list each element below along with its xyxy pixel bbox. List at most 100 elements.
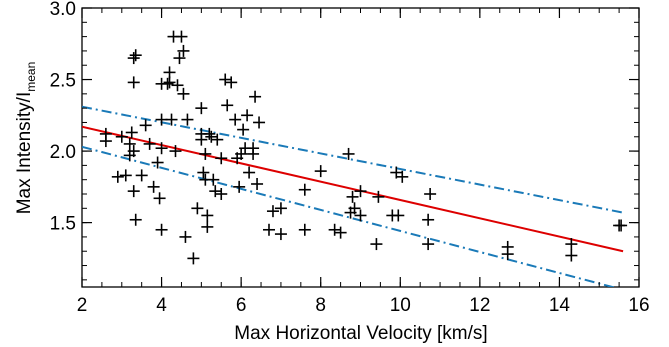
data-point [207, 173, 220, 186]
data-point [195, 133, 208, 146]
data-point [262, 223, 275, 236]
data-point [422, 238, 435, 251]
x-axis-label: Max Horizontal Velocity [km/s] [234, 323, 487, 344]
fit-line [82, 125, 624, 253]
data-point [143, 137, 156, 150]
data-point [249, 90, 262, 103]
data-point [195, 102, 208, 115]
data-point [346, 190, 359, 203]
data-point [139, 119, 152, 132]
bound-line [82, 145, 617, 287]
data-point [219, 73, 232, 86]
data-point [163, 66, 176, 79]
data-point [328, 223, 341, 236]
data-point [125, 126, 138, 139]
data-point [241, 109, 254, 122]
y-tick-label: 1.5 [50, 214, 76, 235]
data-point [203, 127, 216, 140]
data-point [175, 30, 188, 43]
data-point [237, 123, 250, 136]
data-point [298, 223, 311, 236]
data-point [197, 166, 210, 179]
data-point [565, 238, 578, 251]
data-point [215, 188, 228, 200]
data-point [151, 156, 164, 169]
data-point [334, 226, 347, 239]
data-point [253, 116, 266, 129]
data-point [215, 152, 228, 165]
data-point [247, 142, 260, 155]
data-point [396, 170, 409, 183]
data-point [129, 49, 142, 62]
data-point [233, 180, 246, 193]
data-point [129, 213, 142, 226]
data-point [348, 202, 361, 215]
x-tick-label: 14 [549, 295, 571, 316]
data-point [201, 209, 214, 222]
data-point [370, 238, 383, 251]
data-point [127, 52, 140, 65]
data-point [171, 79, 184, 92]
data-point [127, 145, 140, 158]
data-point [615, 219, 628, 232]
data-point [298, 183, 311, 196]
data-point [251, 177, 264, 190]
x-tick-label: 12 [469, 295, 490, 316]
data-point [153, 192, 166, 205]
data-point [274, 202, 287, 215]
x-tick-label: 2 [77, 295, 88, 316]
data-point [99, 127, 112, 140]
data-group [82, 30, 628, 287]
data-point [314, 165, 327, 178]
y-tick-label: 3.0 [50, 0, 76, 20]
y-axis-label-main: Max Intensity/I [14, 92, 35, 215]
data-point [243, 166, 256, 179]
data-point [266, 205, 279, 218]
data-point [177, 87, 190, 100]
data-point [354, 209, 367, 222]
data-point [211, 133, 224, 146]
data-point [177, 44, 190, 57]
data-point [201, 220, 214, 233]
data-point [111, 170, 124, 183]
data-point [501, 248, 514, 261]
data-point [161, 77, 174, 90]
data-point [342, 147, 355, 160]
x-tick-label: 8 [315, 295, 326, 316]
data-point [163, 76, 176, 89]
bound-line [82, 105, 624, 214]
data-point [127, 185, 140, 198]
data-point [199, 147, 212, 160]
data-point [205, 130, 218, 143]
data-point [115, 130, 128, 143]
x-tick-label: 4 [156, 295, 167, 316]
data-point [392, 209, 405, 222]
x-tick-label: 6 [236, 295, 247, 316]
data-point [135, 169, 148, 182]
data-point [187, 252, 200, 265]
data-point [123, 137, 136, 150]
data-point [354, 185, 367, 198]
y-tick-label: 2.5 [50, 71, 76, 92]
data-point [165, 113, 178, 126]
data-point [119, 169, 132, 182]
x-tick-label: 10 [390, 295, 411, 316]
data-point [209, 185, 222, 198]
data-point [221, 99, 234, 112]
data-point [372, 190, 385, 203]
data-point [179, 230, 192, 243]
data-point [274, 228, 287, 241]
data-point [127, 76, 140, 89]
data-point [169, 145, 182, 158]
data-point [565, 249, 578, 262]
data-point [424, 188, 437, 200]
y-tick-label: 2.0 [50, 142, 76, 163]
data-point [173, 52, 186, 65]
data-point [155, 142, 168, 155]
y-axis-label: Max Intensity/Imean [14, 62, 38, 215]
data-point [147, 180, 160, 193]
x-tick-label: 16 [628, 295, 649, 316]
data-point [155, 223, 168, 236]
y-axis-label-subscript: mean [24, 62, 38, 92]
